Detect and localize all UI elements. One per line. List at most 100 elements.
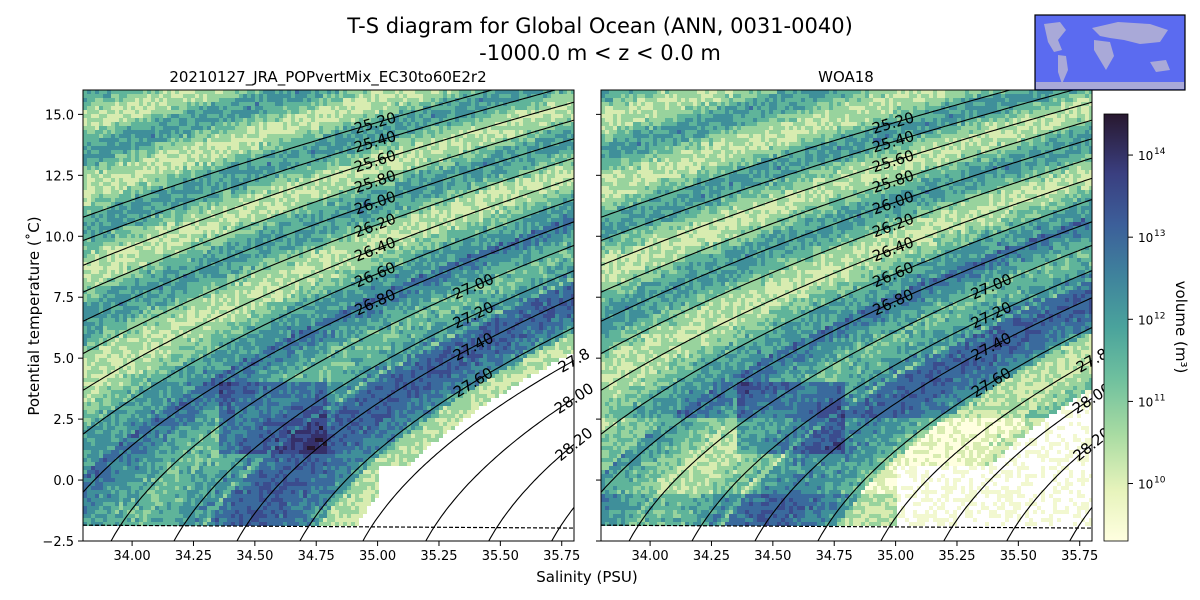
volume-cell: [223, 414, 227, 418]
volume-cell: [131, 398, 135, 402]
volume-cell: [147, 398, 151, 402]
volume-cell: [215, 414, 219, 418]
volume-cell: [199, 406, 203, 410]
volume-cell: [143, 406, 147, 410]
volume-cell: [215, 238, 219, 242]
volume-cell: [123, 258, 127, 262]
volume-cell: [115, 246, 119, 250]
volume-cell: [235, 170, 239, 174]
volume-cell: [91, 242, 95, 246]
volume-cell: [87, 190, 91, 194]
volume-cell: [131, 386, 135, 390]
volume-cell: [123, 210, 127, 214]
volume-cell: [103, 290, 107, 294]
volume-cell: [259, 318, 263, 322]
volume-cell: [123, 254, 127, 258]
volume-cell: [227, 410, 231, 414]
volume-cell: [235, 358, 239, 362]
volume-cell: [91, 374, 95, 378]
volume-cell: [111, 486, 115, 490]
volume-cell: [91, 174, 95, 178]
volume-cell: [239, 238, 243, 242]
volume-cell: [155, 378, 159, 382]
volume-cell: [243, 298, 247, 302]
volume-cell: [223, 234, 227, 238]
volume-cell: [179, 230, 183, 234]
volume-cell: [175, 194, 179, 198]
volume-cell: [203, 94, 207, 98]
volume-cell: [263, 222, 267, 226]
volume-cell: [215, 378, 219, 382]
volume-cell: [87, 98, 91, 102]
volume-cell: [219, 178, 223, 182]
volume-cell: [211, 498, 215, 502]
volume-cell: [235, 162, 239, 166]
volume-cell: [259, 426, 263, 430]
volume-cell: [183, 270, 187, 274]
volume-cell: [167, 506, 171, 510]
volume-cell: [171, 274, 175, 278]
volume-cell: [247, 466, 251, 470]
volume-cell: [187, 178, 191, 182]
volume-cell: [195, 426, 199, 430]
volume-cell: [215, 166, 219, 170]
volume-cell: [167, 294, 171, 298]
volume-cell: [127, 358, 131, 362]
volume-cell: [127, 202, 131, 206]
volume-cell: [103, 342, 107, 346]
volume-cell: [255, 434, 259, 438]
volume-cell: [107, 502, 111, 506]
volume-cell: [135, 146, 139, 150]
volume-cell: [123, 162, 127, 166]
volume-cell: [251, 174, 255, 178]
volume-cell: [167, 182, 171, 186]
volume-cell: [91, 486, 95, 490]
volume-cell: [147, 354, 151, 358]
volume-cell: [103, 126, 107, 130]
volume-cell: [215, 354, 219, 358]
volume-cell: [207, 130, 211, 134]
volume-cell: [83, 182, 87, 186]
volume-cell: [203, 382, 207, 386]
volume-cell: [147, 518, 151, 522]
volume-cell: [155, 442, 159, 446]
volume-cell: [171, 138, 175, 142]
volume-cell: [147, 462, 151, 466]
volume-cell: [151, 354, 155, 358]
volume-cell: [251, 330, 255, 334]
volume-cell: [203, 502, 207, 506]
volume-cell: [263, 142, 267, 146]
volume-cell: [175, 438, 179, 442]
volume-cell: [215, 430, 219, 434]
volume-cell: [199, 502, 203, 506]
volume-cell: [127, 194, 131, 198]
volume-cell: [219, 130, 223, 134]
volume-cell: [115, 470, 119, 474]
volume-cell: [239, 178, 243, 182]
volume-cell: [167, 350, 171, 354]
volume-cell: [183, 130, 187, 134]
volume-cell: [259, 262, 263, 266]
volume-cell: [123, 234, 127, 238]
volume-cell: [91, 170, 95, 174]
volume-cell: [247, 210, 251, 214]
volume-cell: [219, 90, 223, 94]
volume-cell: [175, 134, 179, 138]
volume-cell: [191, 326, 195, 330]
volume-cell: [255, 170, 259, 174]
volume-cell: [183, 342, 187, 346]
volume-cell: [143, 514, 147, 518]
volume-cell: [251, 462, 255, 466]
volume-cell: [223, 294, 227, 298]
volume-cell: [163, 330, 167, 334]
volume-cell: [207, 402, 211, 406]
volume-cell: [107, 122, 111, 126]
volume-cell: [175, 478, 179, 482]
volume-cell: [227, 138, 231, 142]
volume-cell: [207, 386, 211, 390]
volume-cell: [219, 326, 223, 330]
volume-cell: [239, 118, 243, 122]
volume-cell: [171, 322, 175, 326]
volume-cell: [259, 190, 263, 194]
volume-cell: [87, 94, 91, 98]
